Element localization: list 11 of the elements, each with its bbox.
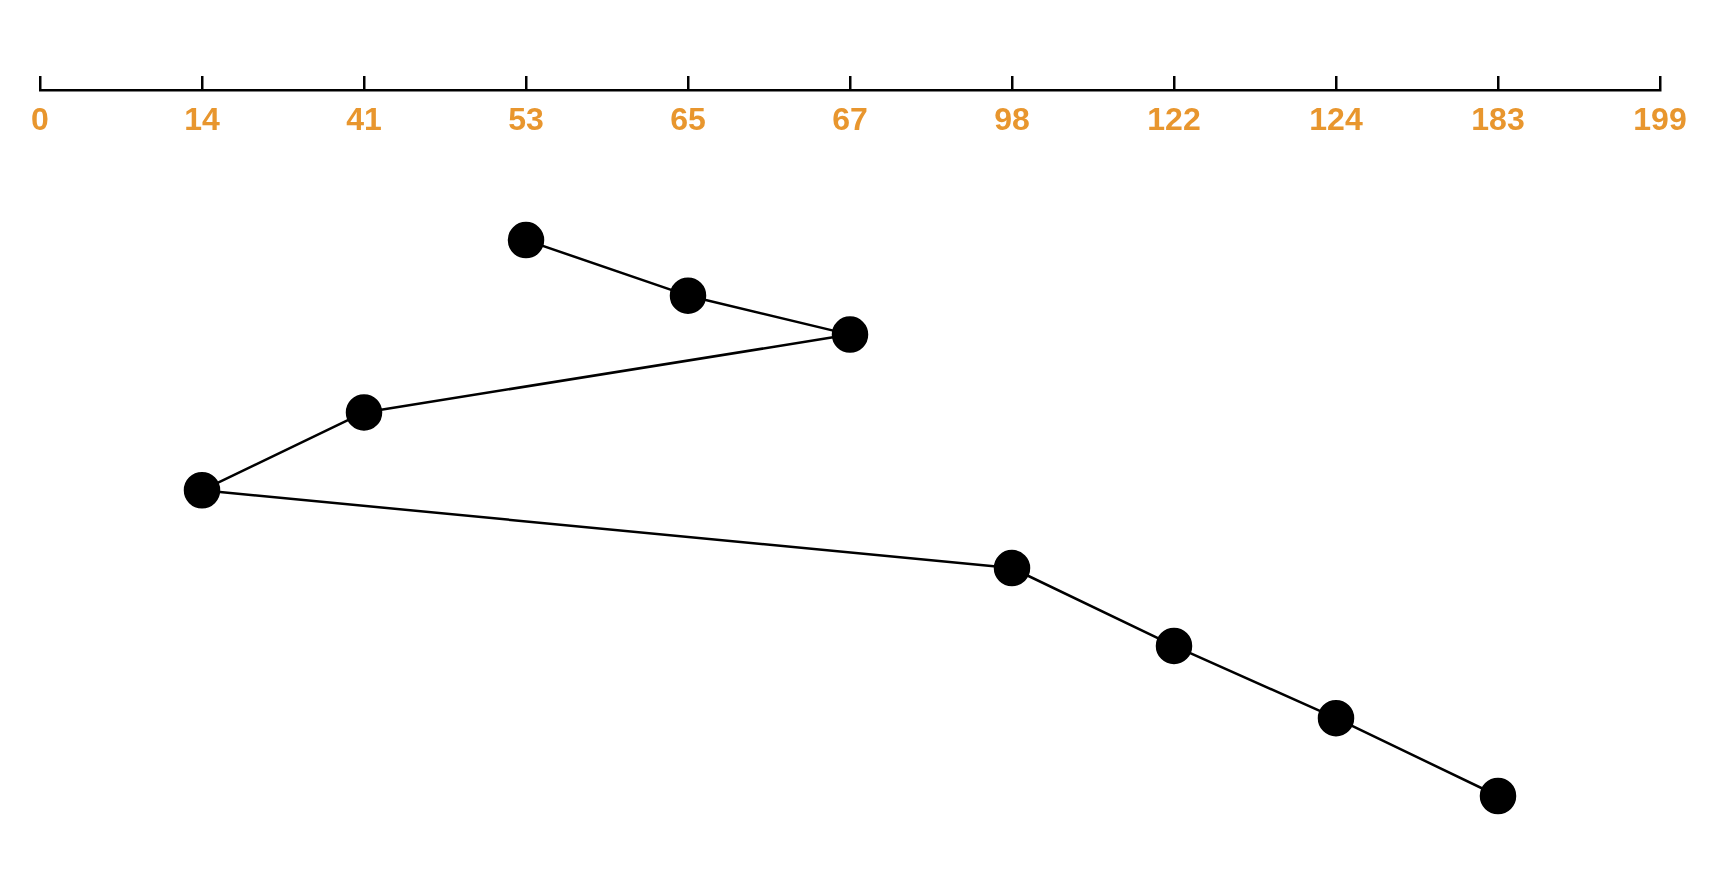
x-tick-label: 41 — [346, 101, 382, 138]
x-tick-label: 124 — [1309, 101, 1363, 138]
x-tick-label: 65 — [670, 101, 706, 138]
x-tick-label: 67 — [832, 101, 868, 138]
x-tick-label: 0 — [31, 101, 49, 138]
x-tick-label: 98 — [994, 101, 1030, 138]
x-tick-label: 183 — [1471, 101, 1525, 138]
x-tick-label: 14 — [184, 101, 220, 138]
x-tick-label: 122 — [1147, 101, 1201, 138]
x-tick-label: 53 — [508, 101, 544, 138]
x-tick-label: 199 — [1633, 101, 1687, 138]
